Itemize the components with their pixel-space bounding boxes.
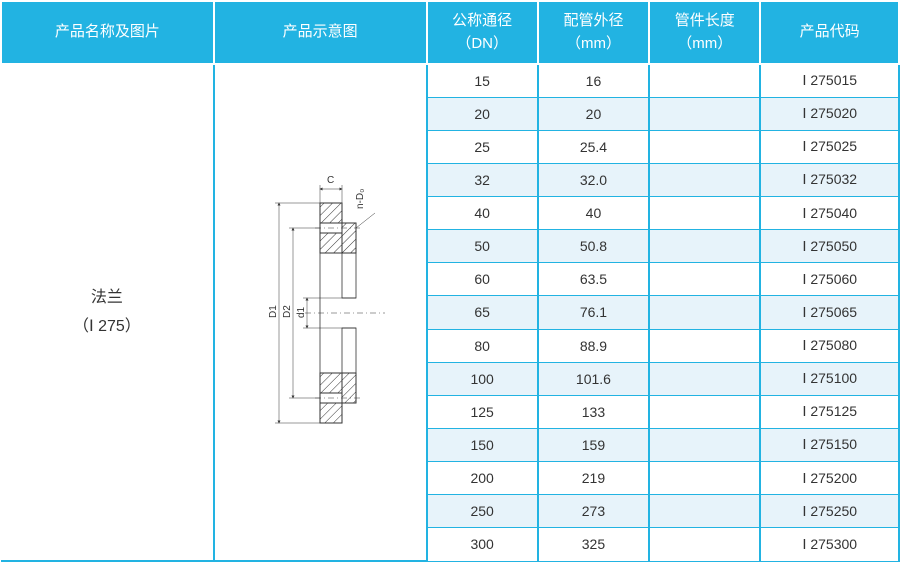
header-row: 产品名称及图片 产品示意图 公称通径（DN） 配管外径（mm） 管件长度（mm）… — [1, 1, 899, 64]
header-diagram: 产品示意图 — [214, 1, 427, 64]
cell-code: Ⅰ 275020 — [760, 97, 899, 130]
cell-dn: 50 — [427, 230, 538, 263]
spec-table: 产品名称及图片 产品示意图 公称通径（DN） 配管外径（mm） 管件长度（mm）… — [0, 0, 900, 562]
cell-od: 16 — [538, 64, 649, 97]
cell-dn: 32 — [427, 163, 538, 196]
flange-diagram: C n-D₀ D1 D2 d1 — [245, 163, 395, 463]
table-row: 法兰（Ⅰ 275） C n-D₀ D1 — [1, 64, 899, 97]
cell-code: Ⅰ 275050 — [760, 230, 899, 263]
product-name-cell: 法兰 （Ⅰ 275） — [1, 64, 214, 561]
diagram-cell: C n-D₀ D1 D2 d1 — [214, 64, 427, 561]
cell-len — [649, 64, 760, 97]
cell-dn: 65 — [427, 296, 538, 329]
product-name: 法兰 — [91, 289, 123, 306]
cell-dn: 200 — [427, 462, 538, 495]
cell-code: Ⅰ 275060 — [760, 263, 899, 296]
cell-len — [649, 97, 760, 130]
cell-dn: 40 — [427, 197, 538, 230]
header-dn: 公称通径（DN） — [427, 1, 538, 64]
label-d2: D2 — [282, 304, 293, 317]
label-nd0: n-D₀ — [355, 188, 366, 208]
cell-dn: 150 — [427, 428, 538, 461]
product-subname: （Ⅰ 275） — [73, 318, 141, 335]
cell-len — [649, 362, 760, 395]
cell-od: 325 — [538, 528, 649, 561]
cell-od: 159 — [538, 428, 649, 461]
cell-dn: 15 — [427, 64, 538, 97]
cell-code: Ⅰ 275015 — [760, 64, 899, 97]
cell-len — [649, 296, 760, 329]
cell-len — [649, 428, 760, 461]
cell-code: Ⅰ 275125 — [760, 395, 899, 428]
cell-od: 88.9 — [538, 329, 649, 362]
cell-dn: 60 — [427, 263, 538, 296]
cell-len — [649, 230, 760, 263]
cell-len — [649, 163, 760, 196]
cell-dn: 20 — [427, 97, 538, 130]
cell-len — [649, 130, 760, 163]
cell-dn: 80 — [427, 329, 538, 362]
cell-od: 101.6 — [538, 362, 649, 395]
header-len: 管件长度（mm） — [649, 1, 760, 64]
cell-len — [649, 528, 760, 561]
cell-od: 32.0 — [538, 163, 649, 196]
cell-od: 219 — [538, 462, 649, 495]
cell-code: Ⅰ 275040 — [760, 197, 899, 230]
cell-od: 25.4 — [538, 130, 649, 163]
cell-code: Ⅰ 275025 — [760, 130, 899, 163]
cell-len — [649, 495, 760, 528]
cell-od: 63.5 — [538, 263, 649, 296]
header-code: 产品代码 — [760, 1, 899, 64]
label-d1: d1 — [296, 306, 307, 318]
cell-code: Ⅰ 275250 — [760, 495, 899, 528]
cell-code: Ⅰ 275150 — [760, 428, 899, 461]
cell-len — [649, 263, 760, 296]
cell-dn: 250 — [427, 495, 538, 528]
cell-od: 133 — [538, 395, 649, 428]
cell-dn: 100 — [427, 362, 538, 395]
cell-code: Ⅰ 275065 — [760, 296, 899, 329]
cell-od: 273 — [538, 495, 649, 528]
label-c: C — [327, 175, 334, 186]
header-od: 配管外径（mm） — [538, 1, 649, 64]
cell-code: Ⅰ 275032 — [760, 163, 899, 196]
header-name: 产品名称及图片 — [1, 1, 214, 64]
label-d1cap: D1 — [268, 304, 279, 317]
cell-od: 20 — [538, 97, 649, 130]
cell-len — [649, 462, 760, 495]
cell-dn: 125 — [427, 395, 538, 428]
cell-dn: 300 — [427, 528, 538, 561]
cell-dn: 25 — [427, 130, 538, 163]
cell-len — [649, 197, 760, 230]
cell-od: 76.1 — [538, 296, 649, 329]
cell-code: Ⅰ 275300 — [760, 528, 899, 561]
cell-len — [649, 395, 760, 428]
cell-od: 50.8 — [538, 230, 649, 263]
cell-code: Ⅰ 275100 — [760, 362, 899, 395]
cell-od: 40 — [538, 197, 649, 230]
cell-len — [649, 329, 760, 362]
cell-code: Ⅰ 275200 — [760, 462, 899, 495]
cell-code: Ⅰ 275080 — [760, 329, 899, 362]
